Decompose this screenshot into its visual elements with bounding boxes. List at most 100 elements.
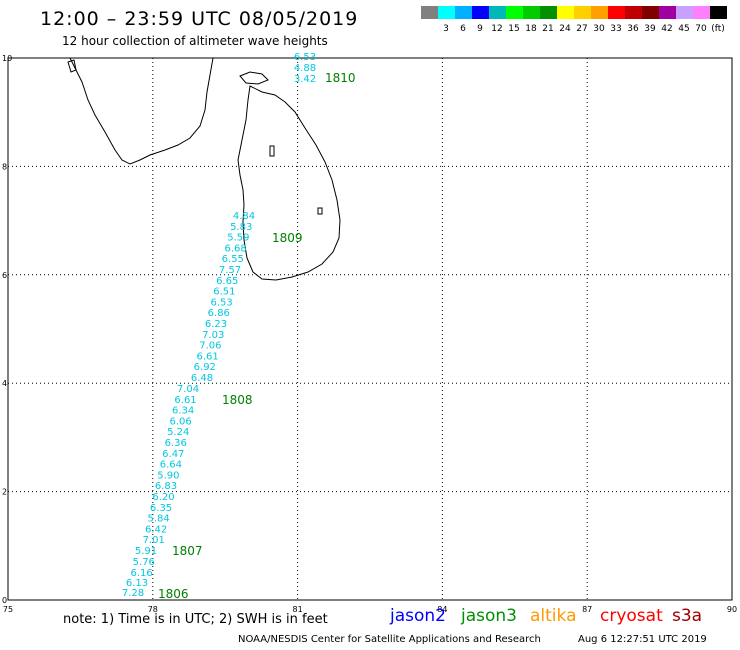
- x-tick-label: 87: [582, 605, 592, 614]
- islet: [317, 207, 323, 215]
- wave-height-value: 6.61: [174, 395, 196, 406]
- wave-height-value: 6.36: [165, 438, 187, 449]
- wave-height-value: 6.16: [130, 568, 152, 579]
- legend-swatch: [455, 6, 472, 19]
- footer-note: note: 1) Time is in UTC; 2) SWH is in fe…: [63, 612, 328, 627]
- x-tick-label: 75: [3, 605, 13, 614]
- map-grid: 75 78 81 84 87 90 0 2 4 6 8 10: [2, 54, 737, 614]
- legend-swatch: [438, 6, 455, 19]
- x-tick-label: 84: [437, 605, 447, 614]
- wave-height-value: 5.90: [157, 470, 179, 481]
- altimeter-tracks: 6.534.883.42 18104.845.835.596.686.557.57…: [122, 52, 356, 601]
- legend-label: 18: [525, 24, 537, 34]
- legend-swatch: [608, 6, 625, 19]
- india-coastline: [69, 57, 214, 165]
- legend-label: 6: [460, 24, 466, 34]
- legend-label: 30: [593, 24, 605, 34]
- wave-height-value: 6.23: [205, 319, 227, 330]
- wave-height-value: 6.13: [126, 578, 148, 589]
- wave-height-value: 5.83: [230, 222, 252, 233]
- satellite-cryosat: cryosat: [600, 606, 663, 626]
- legend-swatch: [642, 6, 659, 19]
- pass-number-label: 1808: [222, 393, 253, 407]
- wave-height-value: 5.84: [147, 514, 169, 525]
- sri-lanka-coastline: [237, 85, 341, 281]
- map-title: 12:00 – 23:59 UTC 08/05/2019: [40, 8, 359, 30]
- satellite-s3a: s3a: [672, 606, 703, 626]
- legend-label: 33: [610, 24, 622, 34]
- wave-height-value: 6.55: [222, 254, 244, 265]
- wave-height-value: 6.42: [145, 524, 167, 535]
- legend-swatch: [557, 6, 574, 19]
- wave-height-value: 7.04: [177, 384, 199, 395]
- legend-unit: (ft): [711, 24, 725, 34]
- wave-height-value: 6.86: [208, 308, 230, 319]
- legend-swatch: [421, 6, 438, 19]
- legend-swatch: [676, 6, 693, 19]
- pass-number-label: 1809: [272, 231, 303, 245]
- islet: [67, 59, 77, 73]
- y-tick-label: 2: [2, 488, 7, 497]
- x-tick-label: 81: [293, 605, 303, 614]
- wave-height-value: 5.24: [167, 427, 189, 438]
- legend-swatch: [472, 6, 489, 19]
- wave-height-value: 7.28: [122, 588, 144, 599]
- wave-height-value: 6.34: [172, 406, 194, 417]
- wave-height-value: 5.59: [227, 233, 249, 244]
- wave-height-value: 6.92: [194, 362, 216, 373]
- legend-swatch: [574, 6, 591, 19]
- credit-text: NOAA/NESDIS Center for Satellite Applica…: [238, 634, 541, 645]
- wave-height-value: 6.47: [162, 449, 184, 460]
- satellite-jason3: jason3: [461, 606, 517, 626]
- x-tick-label: 78: [148, 605, 158, 614]
- timestamp-text: Aug 6 12:27:51 UTC 2019: [578, 634, 707, 645]
- coastline: [67, 57, 341, 281]
- legend-label: 36: [627, 24, 639, 34]
- legend-swatch: [506, 6, 523, 19]
- wave-height-value: 7.01: [143, 535, 165, 546]
- wave-height-value: 6.53: [210, 297, 232, 308]
- legend-label: 27: [576, 24, 588, 34]
- legend-label: 15: [508, 24, 520, 34]
- legend-label: 24: [559, 24, 571, 34]
- wave-height-value: 6.68: [224, 243, 246, 254]
- wave-height-value: 6.20: [152, 492, 174, 503]
- wave-height-value: 4.88: [294, 63, 316, 74]
- legend-swatch: [693, 6, 710, 19]
- wave-height-value: 6.65: [216, 276, 238, 287]
- satellite-altika: altika: [530, 606, 577, 626]
- legend-swatch: [625, 6, 642, 19]
- legend-swatch: [659, 6, 676, 19]
- legend-swatch: [591, 6, 608, 19]
- wave-height-value: 7.57: [219, 265, 241, 276]
- wave-height-value: 6.64: [160, 460, 182, 471]
- legend-swatch: [540, 6, 557, 19]
- wave-height-value: 6.06: [170, 416, 192, 427]
- wave-height-value: 6.83: [155, 481, 177, 492]
- wave-height-value: 6.48: [191, 373, 213, 384]
- legend-label: 9: [477, 24, 483, 34]
- legend-label: 12: [491, 24, 503, 34]
- legend-label: 39: [644, 24, 656, 34]
- legend-label: 42: [661, 24, 673, 34]
- wave-height-value: 6.61: [196, 351, 218, 362]
- satellite-jason2: jason2: [390, 606, 446, 626]
- wave-height-value: 6.51: [213, 287, 235, 298]
- y-tick-label: 8: [2, 162, 7, 171]
- wave-height-value: 3.42: [294, 74, 316, 85]
- wave-height-value: 7.06: [199, 341, 221, 352]
- legend-swatch: [489, 6, 506, 19]
- map-frame: [7, 57, 733, 601]
- wave-height-value: 5.91: [135, 546, 157, 557]
- legend-label: 3: [443, 24, 449, 34]
- map-subtitle: 12 hour collection of altimeter wave hei…: [62, 34, 328, 48]
- y-tick-label: 10: [2, 54, 12, 63]
- legend-label: 21: [542, 24, 554, 34]
- y-tick-label: 0: [2, 596, 7, 605]
- wave-height-value: 4.84: [233, 211, 255, 222]
- islet: [269, 145, 275, 157]
- y-tick-label: 4: [2, 379, 7, 388]
- legend-swatch: [710, 6, 727, 19]
- legend-swatch: [523, 6, 540, 19]
